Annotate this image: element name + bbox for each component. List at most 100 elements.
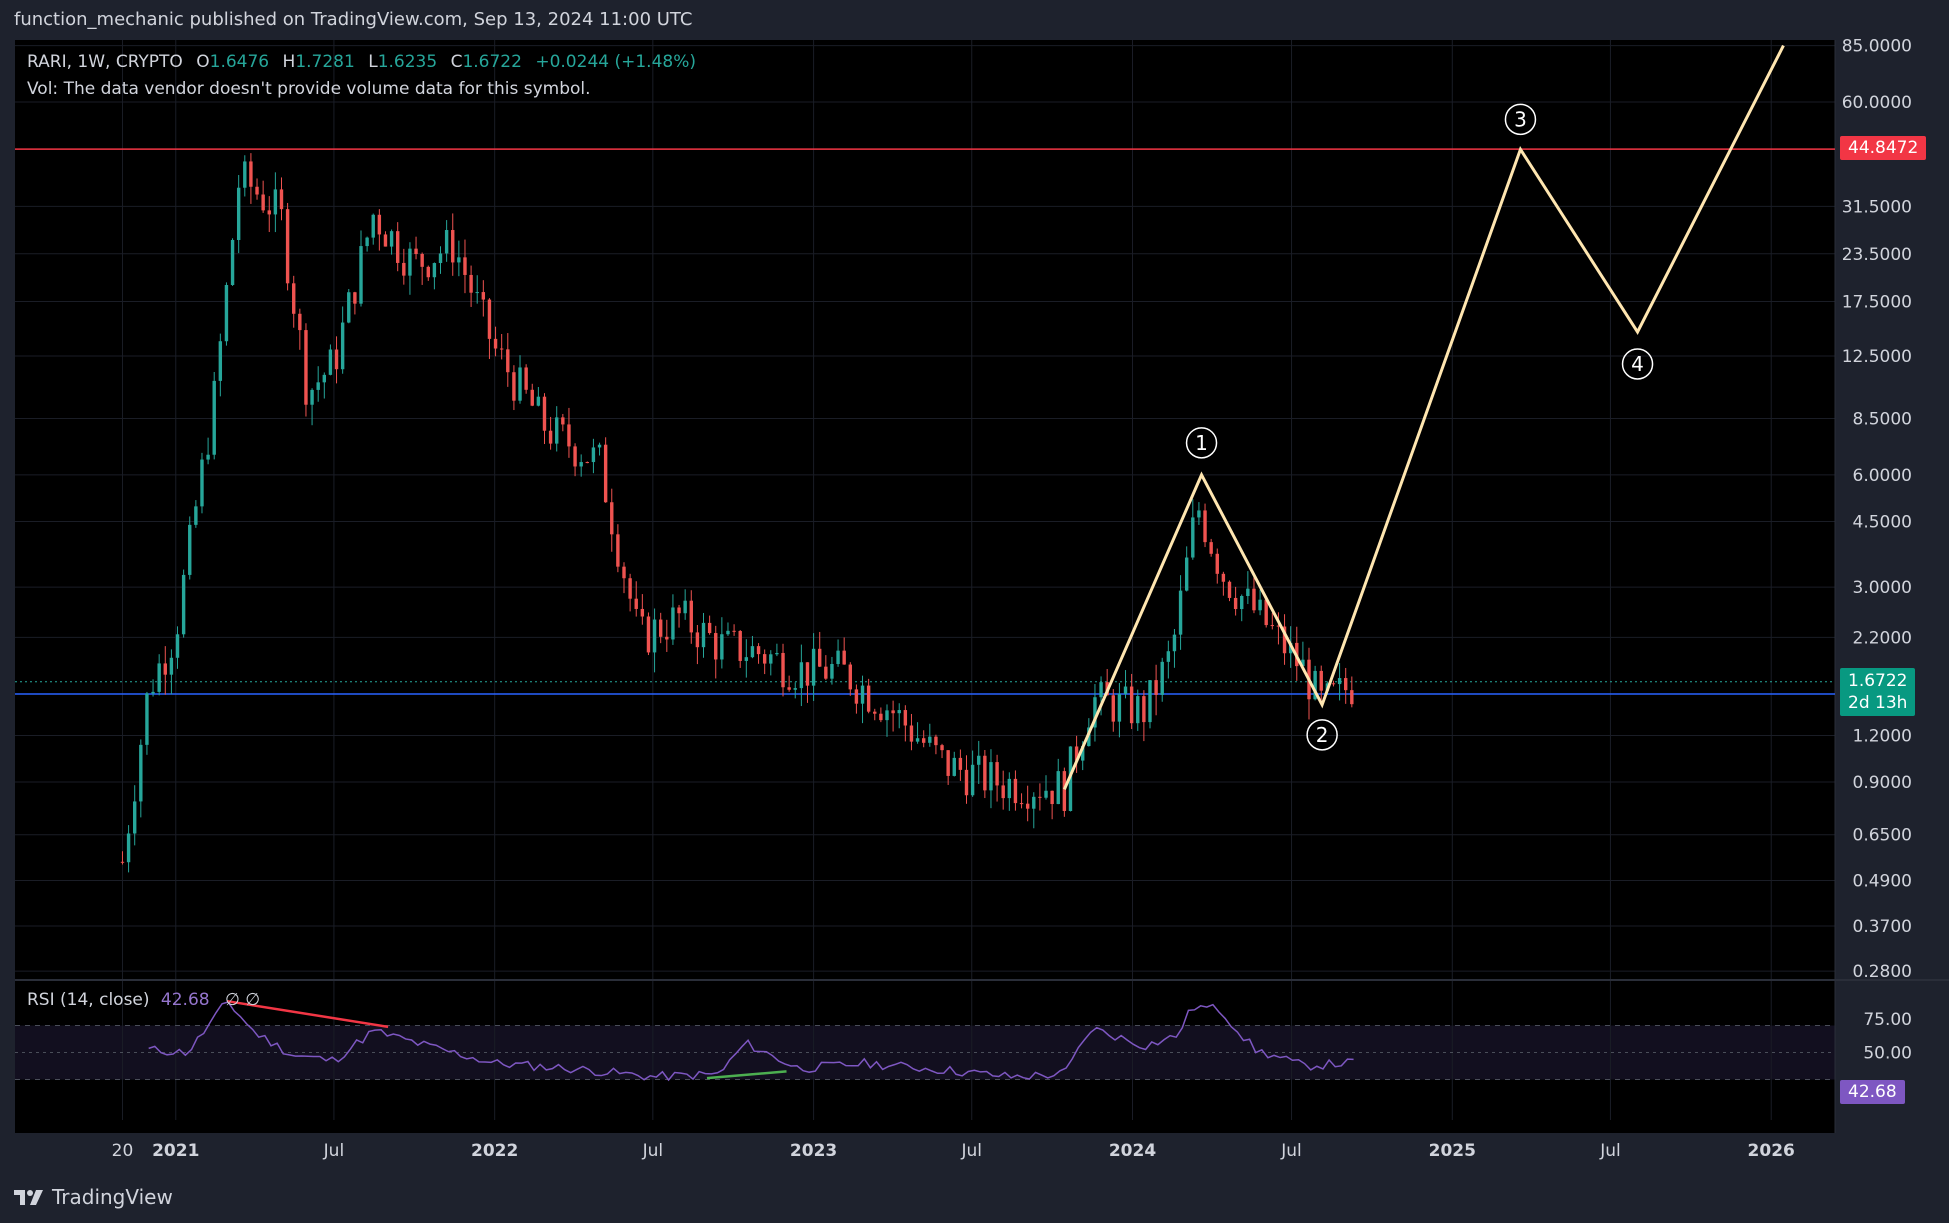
candle-body <box>946 750 950 776</box>
brand-name: TradingView <box>52 1185 173 1209</box>
candle-body <box>744 657 749 661</box>
candle-body <box>267 210 271 215</box>
candle-body <box>671 607 675 640</box>
candle-body <box>365 237 369 247</box>
candle-body <box>1197 510 1201 518</box>
candle-body <box>1148 680 1152 723</box>
candle-body <box>622 566 626 579</box>
candle-body <box>451 230 455 263</box>
candle-body <box>1129 686 1134 724</box>
candle-body <box>1252 588 1256 611</box>
x-tick-label: 2026 <box>1748 1141 1795 1161</box>
candle-body <box>279 189 284 210</box>
wave-label-circle <box>1185 427 1218 459</box>
candle-body <box>145 693 149 745</box>
y-tick-label: 23.5000 <box>1842 245 1912 265</box>
rsi-divergence-line-2 <box>706 1070 787 1080</box>
footer-brand[interactable]: TradingView <box>14 1185 173 1209</box>
symbol-info[interactable]: RARI, 1W, CRYPTO <box>27 52 183 72</box>
candle-body <box>989 762 993 791</box>
candle-body <box>420 254 424 267</box>
candle-body <box>665 636 669 640</box>
candle-body <box>432 263 437 278</box>
y-tick-label: 31.5000 <box>1842 197 1912 217</box>
rsi-tick-label: 50.00 <box>1863 1044 1912 1064</box>
candle-body <box>634 598 638 609</box>
bar-countdown: 2d 13h <box>1848 693 1908 713</box>
candle-body <box>1160 661 1164 695</box>
candle-body <box>689 600 693 633</box>
candle-body <box>120 861 125 863</box>
wave-label-2: 2 <box>1316 723 1329 747</box>
candle-body <box>133 801 137 834</box>
candle-body <box>1044 790 1048 798</box>
candle-body <box>799 662 804 689</box>
rsi-label[interactable]: RSI (14, close) <box>27 990 150 1010</box>
candle-body <box>377 214 382 235</box>
candle-body <box>683 600 687 614</box>
candle-body <box>1184 557 1189 591</box>
wave-label-circle <box>1504 103 1537 136</box>
wave-label-4: 4 <box>1631 352 1644 376</box>
candle-body <box>928 736 932 743</box>
candle-body <box>848 664 852 690</box>
candle-body <box>395 231 400 263</box>
candle-body <box>750 646 755 658</box>
candle-body <box>1050 790 1054 805</box>
candle-body <box>1013 778 1018 804</box>
candle-body <box>1270 625 1275 627</box>
candle-body <box>597 444 602 448</box>
candle-body <box>249 161 253 187</box>
open-label: O <box>196 52 210 72</box>
candle-body <box>194 506 198 525</box>
candle-body <box>1074 746 1079 761</box>
candle-body <box>921 738 926 743</box>
candle-body <box>787 687 791 690</box>
candle-body <box>383 234 388 247</box>
candle-body <box>1246 588 1250 596</box>
candle-body <box>658 619 663 637</box>
rsi-value: 42.68 <box>160 990 210 1010</box>
candle-body <box>983 755 987 791</box>
candle-body <box>163 663 167 675</box>
candle-body <box>854 689 859 704</box>
candle-body <box>732 630 736 632</box>
candle-body <box>952 757 956 776</box>
candle-body <box>151 691 155 694</box>
candle-body <box>842 650 846 665</box>
y-tick-label: 6.0000 <box>1853 466 1912 486</box>
candle-body <box>561 417 565 425</box>
candle-body <box>897 710 901 714</box>
candle-body <box>1093 697 1097 728</box>
candle-body <box>426 266 430 278</box>
rsi-settings-icons[interactable]: ∅ ∅ <box>225 990 261 1010</box>
candle-body <box>891 710 895 714</box>
candle-body <box>340 322 345 370</box>
candle-body <box>298 313 302 331</box>
candle-body <box>206 454 210 460</box>
candle-body <box>1233 597 1238 610</box>
candle-body <box>389 231 394 247</box>
candle-body <box>995 762 999 786</box>
high-value: 1.7281 <box>295 52 355 72</box>
candle-body <box>824 666 828 679</box>
candle-body <box>1191 517 1195 558</box>
candle-body <box>1025 803 1030 809</box>
candle-body <box>542 396 547 431</box>
candle-body <box>707 622 712 634</box>
candle-body <box>958 757 963 770</box>
candle-body <box>1166 651 1171 662</box>
candle-body <box>1301 659 1305 667</box>
candle-body <box>879 713 883 721</box>
candle-body <box>1350 690 1354 705</box>
candle-body <box>536 396 541 406</box>
candle-body <box>1032 796 1036 809</box>
volume-note: Vol: The data vendor doesn't provide vol… <box>27 79 591 99</box>
candle-body <box>139 744 143 802</box>
candle-body <box>964 769 969 796</box>
candle-body <box>414 248 418 255</box>
wave-label-circle <box>1621 348 1654 380</box>
candle-body <box>506 349 510 373</box>
candle-body <box>866 685 871 712</box>
